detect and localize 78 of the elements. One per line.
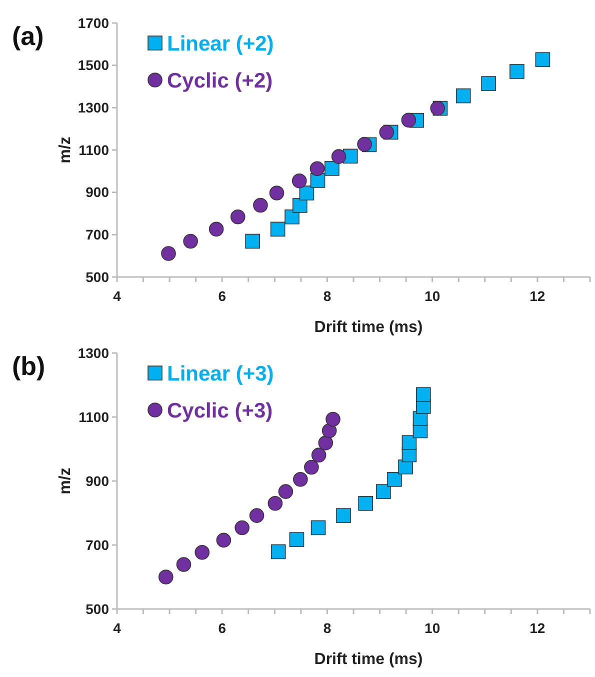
point	[358, 496, 373, 511]
point	[289, 532, 304, 547]
point	[535, 52, 550, 68]
y-tick-label: 700	[86, 536, 110, 553]
y-tick-label: 1300	[78, 100, 110, 116]
point	[357, 136, 372, 152]
point	[270, 222, 286, 237]
legend-label: Cyclic (+2)	[167, 69, 273, 92]
y-tick-label: 500	[86, 268, 110, 285]
point	[216, 532, 232, 548]
point	[376, 484, 391, 499]
point	[268, 496, 283, 511]
point	[379, 124, 394, 140]
y-tick-label: 1300	[78, 344, 110, 361]
point	[230, 209, 246, 224]
y-tick-label: 1700	[78, 14, 110, 31]
x-tick-label: 10	[424, 288, 440, 304]
point	[326, 412, 340, 427]
point	[402, 435, 417, 450]
x-tick-label: 8	[323, 288, 332, 304]
point	[430, 100, 445, 116]
x-tick-label: 12	[530, 288, 546, 304]
y-axis-title: m/z	[57, 468, 74, 494]
point	[331, 149, 346, 164]
x-axis-title: Drift time (ms)	[314, 319, 423, 336]
y-tick-label: 700	[86, 226, 110, 243]
y-tick-label: 500	[86, 600, 110, 617]
point	[336, 508, 351, 523]
x-tick-label: 6	[218, 288, 226, 304]
point	[310, 520, 326, 536]
point	[284, 209, 300, 224]
y-tick-label: 900	[86, 184, 110, 200]
point	[158, 570, 174, 584]
x-tick-label: 12	[530, 620, 546, 636]
point	[278, 484, 294, 499]
point	[234, 520, 250, 536]
point	[456, 88, 471, 104]
point	[245, 234, 260, 249]
point	[269, 186, 284, 200]
chart-title: (a)	[12, 21, 44, 51]
x-tick-label: 4	[113, 288, 122, 304]
point	[183, 234, 198, 249]
y-tick-label: 1500	[78, 57, 110, 74]
point	[481, 76, 496, 91]
point	[292, 174, 307, 188]
point	[253, 198, 268, 213]
x-tick-label: 10	[424, 620, 440, 636]
point	[311, 448, 326, 462]
point	[310, 161, 325, 176]
point	[176, 557, 192, 572]
point	[249, 508, 264, 523]
x-tick-label: 6	[218, 620, 226, 636]
legend-label: Linear (+2)	[167, 32, 274, 56]
point	[324, 161, 340, 176]
chart-title: (b)	[12, 351, 46, 381]
point	[401, 112, 416, 128]
y-axis-title: m/z	[57, 136, 74, 164]
point	[299, 186, 314, 200]
y-tick-label: 1100	[78, 408, 110, 425]
point	[208, 222, 224, 237]
y-tick-label: 900	[86, 472, 110, 489]
x-tick-label: 4	[113, 620, 122, 636]
point	[318, 436, 334, 450]
point	[293, 472, 308, 487]
legend-label: Linear (+3)	[167, 362, 274, 386]
point	[270, 544, 286, 560]
y-tick-label: 1100	[78, 142, 110, 158]
point	[387, 472, 402, 487]
point	[292, 198, 308, 213]
point	[194, 544, 210, 560]
point	[416, 387, 431, 402]
point	[161, 246, 176, 261]
x-tick-label: 8	[323, 620, 332, 636]
point	[304, 460, 319, 475]
legend-label: Cyclic (+3)	[167, 399, 273, 422]
point	[322, 423, 337, 438]
point	[510, 64, 524, 79]
x-axis-title: Drift time (ms)	[314, 651, 423, 668]
